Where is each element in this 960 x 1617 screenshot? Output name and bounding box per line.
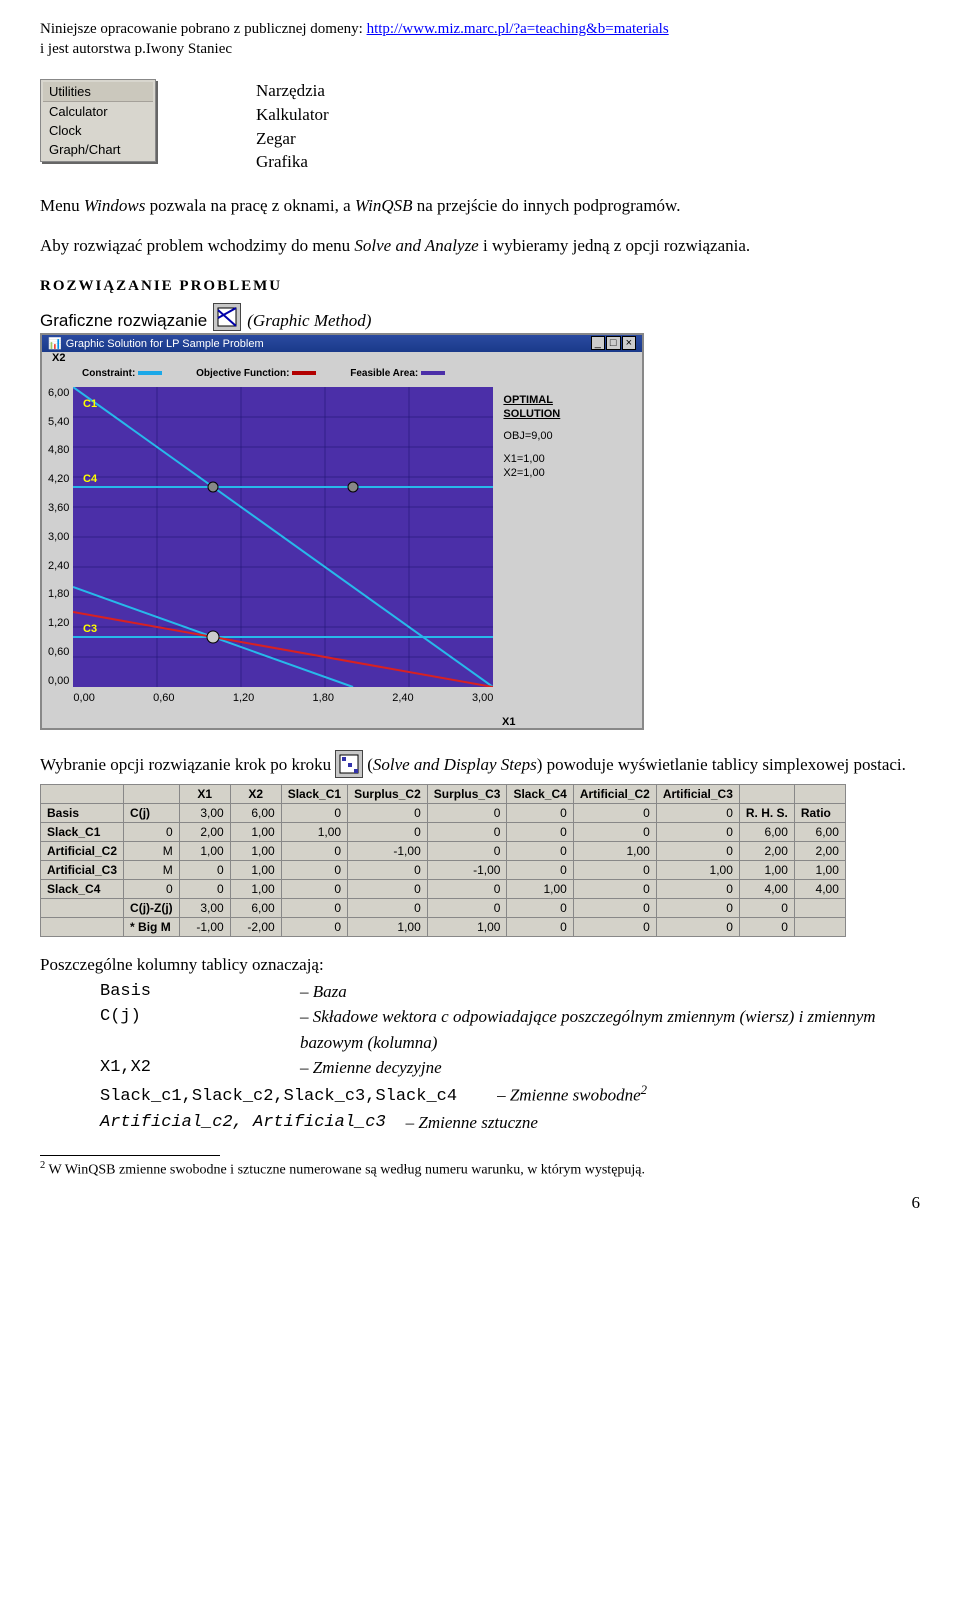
menu-item-calculator[interactable]: Calculator (43, 102, 153, 121)
svg-text:C1: C1 (83, 398, 97, 410)
table-header-row: X1X2 Slack_C1Surplus_C2 Surplus_C3Slack_… (41, 784, 846, 803)
header-line2: i jest autorstwa p.Iwony Staniec (40, 41, 232, 57)
step-by-step-icon (335, 750, 363, 778)
legend-constraint: Constraint: (82, 368, 166, 379)
paragraph-solve: Aby rozwiązać problem wchodzimy do menu … (40, 234, 920, 258)
table-row: Artificial_C2M1,001,000-1,00001,0002,002… (41, 841, 846, 860)
utilities-polish-labels: Narzędzia Kalkulator Zegar Grafika (256, 79, 329, 174)
maximize-icon[interactable]: □ (606, 336, 621, 350)
table-row: * Big M-1,00-2,0001,001,000000 (41, 917, 846, 936)
menu-item-clock[interactable]: Clock (43, 121, 153, 140)
graphic-method-line: Graficzne rozwiązanie (Graphic Method) (40, 303, 920, 331)
chart-title-text: 📊Graphic Solution for LP Sample Problem (48, 337, 264, 350)
chart-info-panel: OPTIMAL SOLUTION OBJ=9,00 X1=1,00 X2=1,0… (493, 387, 564, 704)
table-row: BasisC(j)3,006,00000000R. H. S.Ratio (41, 803, 846, 822)
graphic-method-text: (Graphic Method) (247, 311, 371, 331)
y-axis-label: X2 (42, 352, 642, 364)
y-ticks: 6,005,404,804,203,603,002,401,801,200,60… (48, 387, 73, 687)
header-url[interactable]: http://www.miz.marc.pl/?a=teaching&b=mat… (367, 21, 669, 37)
table-row: Slack_C4001,000001,00004,004,00 (41, 879, 846, 898)
simplex-table: X1X2 Slack_C1Surplus_C2 Surplus_C3Slack_… (40, 784, 846, 937)
objective-swatch (292, 371, 316, 375)
table-row: C(j)-Z(j)3,006,000000000 (41, 898, 846, 917)
chart-window: 📊Graphic Solution for LP Sample Problem … (40, 333, 644, 730)
graphic-method-icon (213, 303, 241, 331)
footnote: 2 W WinQSB zmienne swobodne i sztuczne n… (40, 1160, 920, 1179)
x-ticks: 0,000,601,201,802,403,00 (73, 690, 493, 704)
constraint-swatch (138, 371, 162, 375)
paragraph-windows: Menu Windows pozwala na pracę z oknami, … (40, 194, 920, 218)
window-controls: _□× (591, 337, 636, 349)
x-axis-label: X1 (502, 716, 642, 728)
feasible-swatch (421, 371, 445, 375)
chart-body: 6,005,404,804,203,603,002,401,801,200,60… (42, 383, 642, 716)
table-row: Artificial_C3M01,0000-1,00001,001,001,00 (41, 860, 846, 879)
chart-title-bar: 📊Graphic Solution for LP Sample Problem … (42, 335, 642, 352)
legend-objective: Objective Function: (196, 368, 320, 379)
header-line1: Niniejsze opracowanie pobrano z publiczn… (40, 21, 367, 37)
columns-intro: Poszczególne kolumny tablicy oznaczają: (40, 955, 920, 975)
utilities-header: Utilities (43, 82, 153, 102)
svg-text:C4: C4 (83, 473, 98, 485)
utilities-menu: Utilities Calculator Clock Graph/Chart (40, 79, 156, 162)
graphic-label: Graficzne rozwiązanie (40, 311, 207, 331)
page-number: 6 (40, 1193, 920, 1213)
column-definitions: Basis– Baza C(j)– Składowe wektora c odp… (100, 979, 920, 1136)
utilities-block: Utilities Calculator Clock Graph/Chart N… (40, 79, 920, 174)
simplex-intro: Wybranie opcji rozwiązanie krok po kroku… (40, 750, 920, 778)
table-row: Slack_C102,001,001,00000006,006,00 (41, 822, 846, 841)
chart-svg: C1 C4 C3 (73, 387, 493, 687)
close-icon[interactable]: × (622, 336, 636, 350)
footnote-rule (40, 1155, 220, 1156)
svg-text:C3: C3 (83, 623, 97, 635)
section-heading: ROZWIĄZANIE PROBLEMU (40, 278, 920, 295)
chart-legend-bar: Constraint: Objective Function: Feasible… (42, 364, 642, 383)
header-note: Niniejsze opracowanie pobrano z publiczn… (40, 20, 920, 59)
minimize-icon[interactable]: _ (591, 336, 605, 350)
menu-item-graph[interactable]: Graph/Chart (43, 140, 153, 159)
legend-feasible: Feasible Area: (350, 368, 449, 379)
